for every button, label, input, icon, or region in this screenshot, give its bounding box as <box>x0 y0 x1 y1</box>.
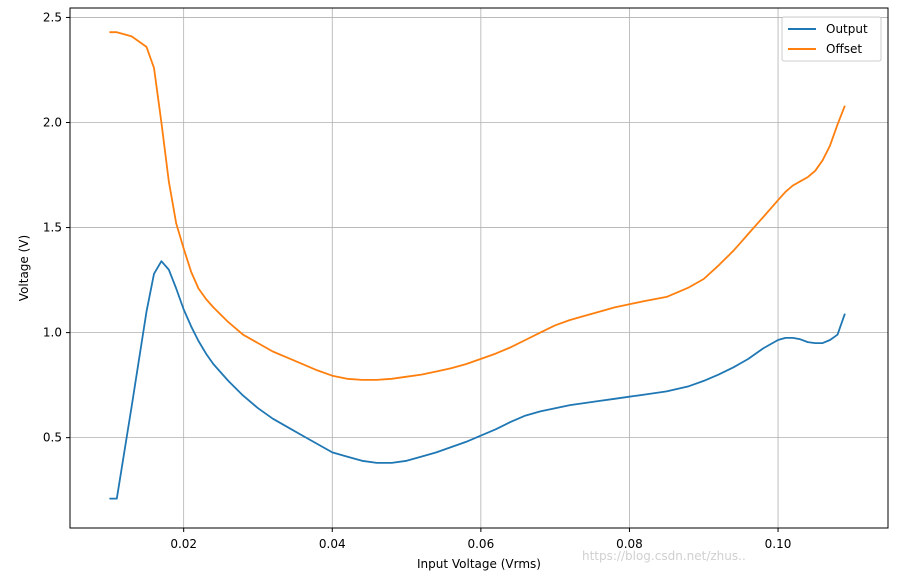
y-axis-label: Voltage (V) <box>17 235 31 301</box>
series-line-offset <box>109 31 846 381</box>
x-tick-label: 0.10 <box>765 537 792 551</box>
y-tick-label: 0.5 <box>43 431 62 445</box>
legend-label-offset: Offset <box>826 42 862 56</box>
axes-frame <box>69 7 889 529</box>
x-tick-label: 0.06 <box>467 537 494 551</box>
grid-lines <box>70 8 888 528</box>
y-axis-ticks: 0.5 1.0 1.5 2.0 2.5 <box>43 10 70 445</box>
y-tick-label: 2.0 <box>43 116 62 130</box>
x-tick-label: 0.08 <box>616 537 643 551</box>
legend: Output Offset <box>781 16 882 62</box>
y-tick-label: 2.5 <box>43 10 62 24</box>
legend-label-output: Output <box>826 22 868 36</box>
y-tick-label: 1.5 <box>43 221 62 235</box>
y-tick-label: 1.0 <box>43 326 62 340</box>
x-tick-label: 0.04 <box>319 537 346 551</box>
series-line-output <box>109 260 846 500</box>
x-tick-label: 0.02 <box>170 537 197 551</box>
series-layer <box>109 31 846 500</box>
watermark-text: https://blog.csdn.net/zhus.. <box>582 549 746 563</box>
x-axis-label: Input Voltage (Vrms) <box>417 557 541 571</box>
x-axis-ticks: 0.02 0.04 0.06 0.08 0.10 <box>170 528 791 551</box>
